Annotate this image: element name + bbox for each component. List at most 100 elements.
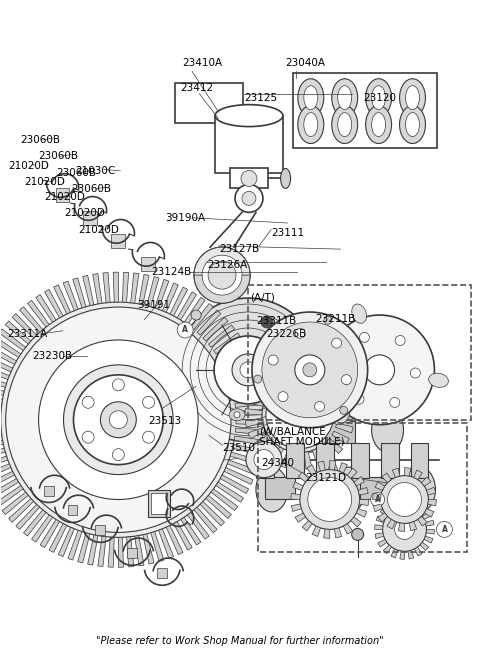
Bar — [151, 493, 167, 514]
Polygon shape — [135, 536, 144, 566]
Circle shape — [262, 322, 358, 418]
Text: (A/T): (A/T) — [251, 292, 276, 303]
Text: 21030C: 21030C — [75, 166, 115, 176]
Polygon shape — [291, 504, 301, 512]
Text: 23040A: 23040A — [286, 58, 325, 68]
Ellipse shape — [334, 467, 366, 512]
Circle shape — [234, 412, 240, 418]
Polygon shape — [98, 536, 106, 567]
Text: 39190A: 39190A — [165, 213, 205, 223]
Polygon shape — [405, 500, 409, 508]
Bar — [175, 83, 243, 122]
Bar — [360, 477, 390, 498]
Polygon shape — [312, 449, 324, 466]
Ellipse shape — [372, 407, 404, 452]
Polygon shape — [307, 465, 316, 476]
Text: 23311A: 23311A — [7, 329, 47, 339]
Polygon shape — [206, 495, 231, 519]
Circle shape — [82, 396, 94, 408]
Polygon shape — [0, 374, 6, 387]
Ellipse shape — [304, 113, 318, 136]
Polygon shape — [418, 516, 427, 526]
Circle shape — [343, 413, 353, 422]
Text: 23060B: 23060B — [38, 151, 78, 161]
Polygon shape — [422, 512, 431, 519]
Polygon shape — [251, 386, 268, 398]
Text: 23060B: 23060B — [72, 184, 111, 194]
Circle shape — [341, 375, 351, 384]
Circle shape — [300, 470, 360, 529]
Polygon shape — [0, 479, 19, 498]
Ellipse shape — [215, 105, 283, 126]
Circle shape — [252, 312, 368, 428]
Polygon shape — [0, 364, 9, 379]
Ellipse shape — [281, 168, 290, 189]
Ellipse shape — [332, 105, 358, 143]
Text: "Please refer to Work Shop Manual for further information": "Please refer to Work Shop Manual for fu… — [96, 636, 384, 646]
Ellipse shape — [324, 353, 338, 368]
Polygon shape — [380, 508, 389, 517]
Circle shape — [308, 477, 352, 521]
Polygon shape — [324, 529, 330, 538]
Bar — [265, 477, 295, 498]
Polygon shape — [222, 350, 251, 368]
Polygon shape — [218, 341, 246, 361]
Polygon shape — [234, 436, 264, 445]
Polygon shape — [246, 397, 264, 406]
Polygon shape — [337, 403, 354, 411]
Polygon shape — [119, 537, 123, 567]
Polygon shape — [139, 274, 149, 305]
Polygon shape — [127, 536, 134, 567]
Polygon shape — [27, 301, 49, 327]
Polygon shape — [177, 292, 196, 320]
Polygon shape — [73, 278, 86, 308]
Polygon shape — [155, 280, 169, 309]
Polygon shape — [420, 542, 429, 551]
Text: 21020D: 21020D — [64, 208, 105, 218]
Circle shape — [395, 519, 415, 539]
Bar — [316, 443, 334, 477]
Polygon shape — [2, 492, 28, 515]
Polygon shape — [424, 536, 433, 543]
Polygon shape — [45, 290, 63, 318]
Circle shape — [360, 332, 370, 343]
Polygon shape — [253, 435, 270, 449]
Circle shape — [63, 365, 173, 475]
Circle shape — [295, 328, 305, 338]
Ellipse shape — [324, 462, 338, 477]
Circle shape — [339, 362, 349, 372]
Polygon shape — [0, 394, 2, 403]
Circle shape — [390, 398, 400, 407]
Circle shape — [278, 392, 288, 402]
Polygon shape — [291, 493, 300, 500]
Circle shape — [352, 529, 364, 540]
Ellipse shape — [352, 304, 367, 324]
Polygon shape — [271, 447, 283, 464]
Polygon shape — [382, 473, 391, 483]
Polygon shape — [387, 503, 395, 512]
Circle shape — [176, 298, 320, 441]
Circle shape — [241, 170, 257, 187]
Ellipse shape — [256, 467, 288, 512]
Circle shape — [208, 261, 236, 289]
Circle shape — [0, 302, 236, 537]
Polygon shape — [426, 529, 434, 534]
Polygon shape — [300, 360, 306, 377]
Polygon shape — [184, 297, 205, 324]
Polygon shape — [354, 477, 364, 486]
Polygon shape — [0, 384, 4, 395]
Circle shape — [436, 521, 452, 537]
Polygon shape — [83, 275, 94, 306]
Text: 21020D: 21020D — [8, 160, 49, 170]
Text: 23412: 23412 — [180, 83, 213, 93]
Polygon shape — [236, 409, 266, 416]
Ellipse shape — [399, 105, 425, 143]
Polygon shape — [265, 368, 280, 385]
Polygon shape — [54, 285, 71, 314]
Polygon shape — [248, 427, 266, 439]
Ellipse shape — [338, 113, 352, 136]
Polygon shape — [131, 273, 139, 303]
Polygon shape — [257, 376, 273, 391]
Polygon shape — [68, 531, 82, 560]
Circle shape — [240, 362, 256, 378]
